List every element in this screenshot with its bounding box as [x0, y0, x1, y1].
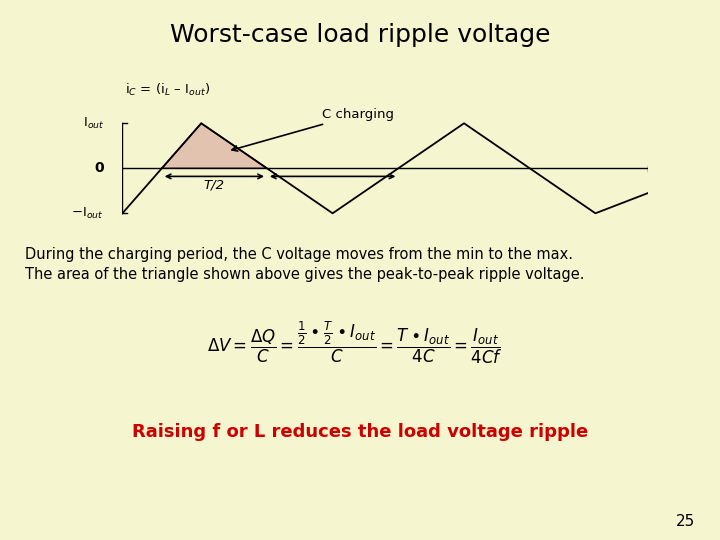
Text: I$_{out}$: I$_{out}$: [83, 116, 104, 131]
Text: During the charging period, the C voltage moves from the min to the max.: During the charging period, the C voltag…: [25, 247, 573, 262]
Polygon shape: [162, 123, 267, 168]
Text: Raising f or L reduces the load voltage ripple: Raising f or L reduces the load voltage …: [132, 423, 588, 441]
Text: The area of the triangle shown above gives the peak-to-peak ripple voltage.: The area of the triangle shown above giv…: [25, 267, 585, 282]
Text: 25: 25: [676, 515, 695, 530]
Text: C charging: C charging: [232, 108, 394, 151]
Text: T/2: T/2: [204, 179, 225, 192]
Text: $\it{\Delta V} = \dfrac{\it{\Delta Q}}{\it{C}} = \dfrac{\frac{1}{2} \bullet \fra: $\it{\Delta V} = \dfrac{\it{\Delta Q}}{\…: [207, 320, 503, 366]
Text: i$_C$ = (i$_L$ – I$_{out}$): i$_C$ = (i$_L$ – I$_{out}$): [125, 82, 210, 98]
Text: 0: 0: [94, 161, 104, 176]
Text: −I$_{out}$: −I$_{out}$: [71, 206, 104, 221]
Text: Worst-case load ripple voltage: Worst-case load ripple voltage: [170, 23, 550, 47]
